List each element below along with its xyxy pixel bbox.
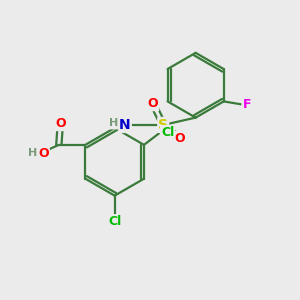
Text: H: H — [109, 118, 119, 128]
Text: N: N — [119, 118, 131, 132]
Text: F: F — [242, 98, 251, 111]
Text: H: H — [28, 148, 37, 158]
Text: O: O — [174, 132, 185, 145]
Text: O: O — [38, 147, 49, 160]
Text: O: O — [148, 97, 158, 110]
Text: S: S — [158, 118, 168, 132]
Text: Cl: Cl — [108, 215, 121, 228]
Text: Cl: Cl — [161, 126, 174, 139]
Text: O: O — [55, 117, 66, 130]
